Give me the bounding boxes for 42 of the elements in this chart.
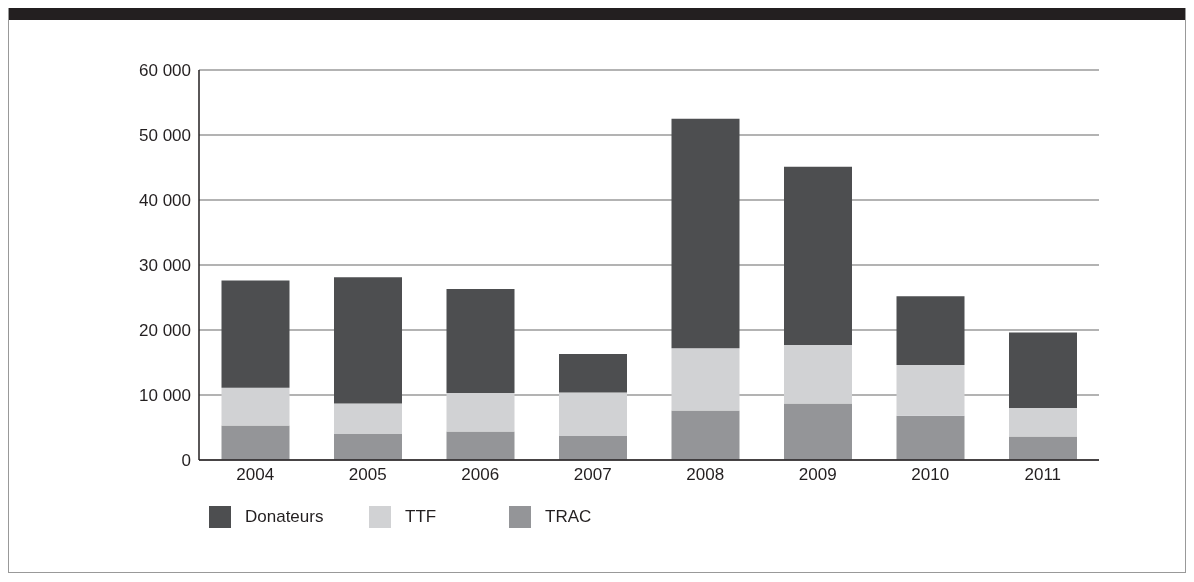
bar [559,435,627,460]
y-tick-label: 50 000 [139,126,191,146]
bar [784,403,852,460]
bar [1009,436,1077,460]
y-tick-label: 0 [181,451,191,471]
x-tick-label: 2007 [573,465,612,485]
bar [221,425,290,460]
bar [671,348,740,411]
bar [334,277,402,404]
bar [784,166,852,345]
bar [896,296,965,366]
bar [221,387,290,426]
y-tick-label: 60 000 [139,61,191,81]
x-tick-label: 2011 [1024,465,1062,485]
bar [334,403,402,434]
legend-label: TTF [405,507,437,527]
bar [221,280,290,388]
legend-label: Donateurs [245,507,324,527]
bar [896,415,965,460]
x-tick-label: 2005 [348,465,387,485]
bar [446,289,515,394]
bar [1009,408,1077,437]
bar [334,434,402,460]
y-tick-label: 30 000 [139,256,191,276]
bar [446,431,515,460]
bar [1009,332,1077,408]
y-tick-label: 20 000 [139,321,191,341]
x-tick-label: 2006 [461,465,500,485]
bar [559,354,627,393]
bar [784,344,852,404]
x-tick-label: 2008 [686,465,725,485]
bar [896,365,965,416]
x-tick-label: 2010 [911,465,950,485]
bar [446,393,515,432]
legend-label: TRAC [545,507,592,527]
y-tick-label: 10 000 [139,386,191,406]
bar [671,410,740,460]
x-tick-label: 2009 [798,465,837,485]
x-tick-label: 2004 [236,465,275,485]
bar [559,392,627,436]
bar [671,118,740,349]
y-tick-label: 40 000 [139,191,191,211]
